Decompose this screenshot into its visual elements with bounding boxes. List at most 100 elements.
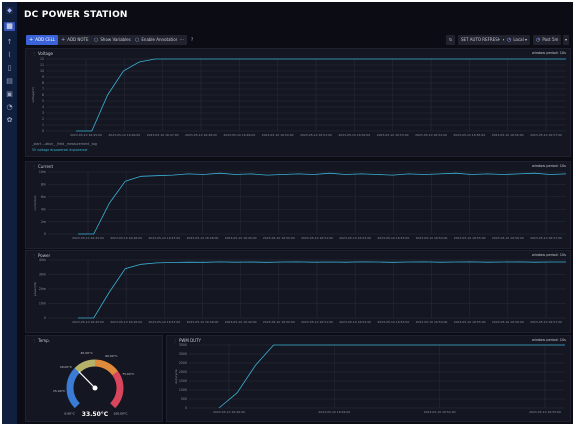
x-tick-label: 2023-05-10 16:56:00	[492, 133, 524, 137]
x-tick-label: 2023-05-10 16:57:00	[530, 133, 562, 137]
gauge-tick-label: 75.00°C	[122, 372, 134, 376]
current-title: Current	[38, 164, 54, 169]
y-tick-label: 7	[42, 87, 44, 91]
plus-icon: +	[29, 37, 34, 43]
gauge-tick-label: 45.00°C	[81, 351, 93, 355]
show-variables-toggle[interactable]: ○ Show Variables	[91, 35, 134, 45]
power-chart[interactable]: 40m 30m 20m 10m 0 2023-05-10 16:45:00 2023-05-…	[26, 251, 572, 334]
show-variables-label: Show Variables	[100, 37, 131, 42]
upload-icon[interactable]: ↑	[6, 38, 13, 46]
x-tick-label: 2023-05-10 16:51:00	[301, 236, 333, 240]
x-tick-label: 2023-05-10 16:53:00	[377, 236, 409, 240]
y-tick-label: 0	[185, 406, 187, 410]
logo-icon: ◆	[6, 7, 13, 14]
add-note-label: ADD NOTE	[67, 37, 89, 42]
panel-drag-icon: ⋮	[32, 253, 36, 258]
chevron-down-icon: ▾	[565, 37, 568, 42]
x-tick-label: 2023-05-10 16:56:00	[492, 236, 524, 240]
clock-icon: ◷	[536, 37, 541, 43]
x-tick-label: 2023-05-10 16:55:00	[454, 236, 486, 240]
gauge-needle	[78, 371, 96, 389]
x-tick-label: 2023-05-10 16:45:00	[72, 320, 104, 324]
panel-drag-icon: ⋮	[32, 51, 36, 56]
current-chart[interactable]: 10m 8m 6m 4m 2m 0 2023-05-10 16:45:00 2023-05-1…	[26, 162, 572, 250]
book-icon[interactable]: ▯	[7, 64, 12, 72]
panel-drag-icon: ⋮	[32, 338, 36, 343]
y-tick-label: 2000	[179, 370, 187, 374]
pwm-chart[interactable]: 3500 3000 2500 2000 1500 1000 500 0 2023-05-10 1…	[167, 336, 572, 423]
y-tick-label: 12	[40, 57, 44, 61]
y-tick-label: 6m	[41, 195, 46, 199]
x-tick-label: 2023-05-10 16:54:00	[416, 236, 448, 240]
pwm-panel-title: ⋮ PWM DUTY	[173, 338, 201, 343]
y-tick-label: 4	[42, 105, 44, 109]
x-tick-label: 2023-05-10 16:54:00	[416, 320, 448, 324]
page-title: DC POWER STATION	[24, 10, 128, 20]
enable-annotations-toggle[interactable]: ○ Enable Annotations	[132, 35, 184, 45]
x-tick-label: 2023-05-10 16:49:00	[225, 320, 257, 324]
y-tick-label: 11	[40, 63, 44, 67]
voltage-period: window period: 10s	[531, 51, 566, 55]
y-tick-label: 20m	[39, 287, 46, 291]
gauge-band-hot	[110, 371, 124, 409]
x-tick-label: 2023-05-10 16:52:00	[424, 410, 456, 414]
refresh-now-button[interactable]: ↻	[446, 35, 456, 45]
gauge-tick-label: 60.00°C	[105, 354, 117, 358]
x-tick-label: 2023-05-10 16:50:00	[263, 236, 295, 240]
y-tick-label: 500	[181, 397, 187, 401]
y-tick-label: 3500	[179, 343, 187, 347]
add-cell-label: ADD CELL	[35, 37, 56, 42]
x-tick-label: 2023-05-10 16:55:00	[454, 320, 486, 324]
temp-title: Temp.	[38, 338, 50, 343]
voltage-title: Voltage	[38, 51, 54, 56]
y-tick-label: 3000	[179, 352, 187, 356]
y-tick-label: 6	[42, 93, 44, 97]
grid-icon[interactable]: ▤	[6, 77, 13, 85]
y-tick-label: 10m	[39, 302, 46, 306]
x-tick-label: 2023-05-10 16:52:00	[339, 320, 371, 324]
calendar-icon[interactable]: ▣	[6, 90, 13, 98]
y-tick-label: 5	[42, 99, 44, 103]
y-tick-label: 0	[44, 316, 46, 320]
help-icon[interactable]: ?	[191, 37, 194, 42]
alert-icon[interactable]: ◔	[6, 103, 13, 111]
auto-refresh-button[interactable]: SET AUTO REFRESH	[458, 35, 504, 45]
x-tick-label: 2023-05-10 16:50:00	[262, 133, 294, 137]
chart-icon[interactable]: ⌇	[7, 51, 12, 59]
x-tick-label: 2023-05-10 16:51:00	[301, 320, 333, 324]
pwm-title: PWM DUTY	[179, 338, 201, 343]
toggle-icon: ○	[94, 37, 99, 43]
x-tick-label: 2023-05-10 16:45:00	[72, 236, 104, 240]
y-tick-label: 10m	[39, 170, 46, 174]
y-tick-label: 1	[42, 123, 44, 127]
timezone-dropdown[interactable]: ◷ Local ▾	[504, 35, 531, 45]
y-tick-label: 10	[40, 69, 44, 73]
y-tick-label: 2m	[41, 220, 46, 224]
x-tick-label: 2023-05-10 16:51:00	[300, 133, 332, 137]
y-tick-label: 1500	[179, 379, 187, 383]
gauge-band-cold	[66, 368, 80, 409]
x-tick-label: 2023-05-10 16:55:00	[529, 410, 561, 414]
settings-icon[interactable]: ✿	[6, 116, 13, 124]
add-cell-button[interactable]: + ADD CELL	[26, 35, 59, 45]
x-tick-label: 2023-05-10 16:57:00	[530, 320, 562, 324]
y-tick-label: 0	[44, 232, 46, 236]
x-tick-label: 2023-05-10 16:47:00	[148, 236, 180, 240]
x-tick-label: 2023-05-10 16:53:00	[377, 133, 409, 137]
y-axis-label: power(W)	[33, 282, 37, 297]
x-tick-label: 2023-05-10 16:55:00	[453, 133, 485, 137]
series-line	[218, 344, 565, 409]
temp-panel-title: ⋮ Temp.	[32, 338, 50, 343]
range-chevron[interactable]: ▾	[563, 35, 570, 45]
power-period: window period: 10s	[531, 253, 566, 257]
pwm-period: window period: 10s	[531, 338, 566, 342]
power-title: Power	[38, 253, 51, 258]
gauge-hub	[92, 385, 98, 391]
more-button[interactable]: ···	[177, 35, 187, 45]
pwm-panel: ⋮ PWM DUTY window period: 10s 3500 3000 250…	[166, 335, 571, 422]
add-note-button[interactable]: + ADD NOTE	[58, 35, 92, 45]
time-range-dropdown[interactable]: ◷ Past 5m	[533, 35, 562, 45]
dashboard-icon[interactable]: ▦	[4, 22, 15, 31]
